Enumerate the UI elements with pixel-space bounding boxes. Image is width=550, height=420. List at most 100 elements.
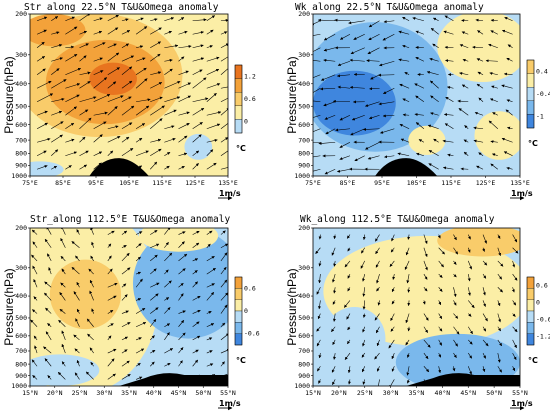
y-tick-label: 700 xyxy=(298,136,310,144)
panel-2: Wk along 22.5°N T&U&Omega anomaly Pressur… xyxy=(285,2,550,198)
x-tick-label: 115°E xyxy=(441,179,461,187)
x-tick-label: 20°N xyxy=(47,389,63,397)
y-tick-label: 300 xyxy=(15,51,27,59)
x-tick-label: 45°N xyxy=(171,389,187,397)
x-tick-label: 75°E xyxy=(22,179,38,187)
y-tick-label: 200 xyxy=(298,224,310,232)
x-tick-label: 85°E xyxy=(55,179,71,187)
y-tick-label: 500 xyxy=(298,102,310,110)
x-tick-label: 35°N xyxy=(121,389,137,397)
colorbar: 0.60-0.6 xyxy=(235,277,260,345)
x-tick-label: 45°N xyxy=(460,389,476,397)
y-axis-label: Pressure(hPa) xyxy=(285,56,299,133)
reference-vector: 1m/s xyxy=(510,189,533,198)
y-tick-label: 900 xyxy=(298,372,310,380)
temperature-shading xyxy=(313,225,530,391)
y-tick-label: 700 xyxy=(15,347,27,355)
y-tick-label: 700 xyxy=(298,347,310,355)
y-tick-label: 800 xyxy=(298,360,310,368)
colorbar: 0.4-0.4-1 xyxy=(527,60,550,128)
reference-vector-label: 1m/s xyxy=(511,399,533,408)
x-tick-label: 105°E xyxy=(119,179,139,187)
y-axis-label: Pressure(hPa) xyxy=(285,268,299,345)
colorbar-tick: 0 xyxy=(244,307,248,315)
x-tick-label: 25°N xyxy=(72,389,88,397)
temperature-shading xyxy=(303,11,529,176)
x-tick-label: 85°E xyxy=(340,179,356,187)
y-tick-label: 200 xyxy=(15,10,27,18)
x-tick-label: 35°N xyxy=(409,389,425,397)
y-tick-label: 400 xyxy=(15,80,27,88)
x-tick-label: 25°N xyxy=(357,389,373,397)
unit-label: °C xyxy=(236,144,246,153)
x-tick-label: 50°N xyxy=(195,389,211,397)
x-tick-label: 15°N xyxy=(22,389,38,397)
y-tick-label: 800 xyxy=(15,360,27,368)
y-axis-label: Pressure(hPa) xyxy=(2,268,16,345)
reference-vector: 1m/s xyxy=(218,399,241,408)
panel-title: Wk_along 112.5°E T&U&Omega anomaly xyxy=(300,214,495,225)
y-tick-label: 900 xyxy=(15,162,27,170)
y-tick-label: 300 xyxy=(298,51,310,59)
y-tick-label: 600 xyxy=(15,121,27,129)
colorbar-tick: -1.2 xyxy=(536,333,550,341)
unit-label: °C xyxy=(528,356,538,365)
reference-vector: 1m/s xyxy=(218,189,241,198)
panel-title: Wk along 22.5°N T&U&Omega anomaly xyxy=(295,2,484,13)
y-tick-label: 400 xyxy=(15,292,27,300)
x-tick-label: 125°E xyxy=(476,179,496,187)
y-tick-label: 600 xyxy=(15,332,27,340)
y-tick-label: 500 xyxy=(15,102,27,110)
unit-label: °C xyxy=(528,139,538,148)
colorbar-tick: 0.6 xyxy=(244,284,256,292)
panel-3: Str_along 112.5°E T&U&Omega anomaly Press… xyxy=(0,204,259,408)
y-tick-label: 400 xyxy=(298,292,310,300)
reference-vector-label: 1m/s xyxy=(219,399,241,408)
panel-title: Str along 22.5°N T&U&Omega anomaly xyxy=(24,2,219,13)
x-tick-label: 95°E xyxy=(374,179,390,187)
colorbar-tick: 1.2 xyxy=(244,72,256,80)
unit-label: °C xyxy=(236,356,246,365)
reference-vector-label: 1m/s xyxy=(219,189,241,198)
y-tick-label: 800 xyxy=(298,150,310,158)
y-tick-label: 200 xyxy=(298,10,310,18)
panel-title: Str_along 112.5°E T&U&Omega anomaly xyxy=(30,214,230,225)
colorbar-tick: -0.4 xyxy=(536,90,550,98)
x-tick-label: 20°N xyxy=(331,389,347,397)
x-tick-label: 135°E xyxy=(510,179,530,187)
y-tick-label: 900 xyxy=(298,162,310,170)
y-tick-label: 300 xyxy=(298,264,310,272)
reference-vector: 1m/s xyxy=(510,399,533,408)
y-tick-label: 800 xyxy=(15,150,27,158)
y-tick-label: 500 xyxy=(15,314,27,322)
colorbar-tick: 0 xyxy=(244,118,248,126)
x-tick-label: 105°E xyxy=(407,179,427,187)
x-tick-label: 75°E xyxy=(305,179,321,187)
colorbar-tick: 0.6 xyxy=(244,95,256,103)
x-tick-label: 55°N xyxy=(220,389,236,397)
x-tick-label: 95°E xyxy=(88,179,104,187)
panel-1: Str along 22.5°N T&U&Omega anomaly Pressu… xyxy=(2,2,256,198)
y-tick-label: 600 xyxy=(298,332,310,340)
x-tick-label: 115°E xyxy=(152,179,172,187)
colorbar-tick: -0.6 xyxy=(536,316,550,324)
x-tick-label: 125°E xyxy=(185,179,205,187)
y-tick-label: 300 xyxy=(15,264,27,272)
x-tick-label: 15°N xyxy=(305,389,321,397)
colorbar: 0.6 0 -0.6 -1.2 xyxy=(527,277,550,345)
colorbar-tick: 0 xyxy=(536,299,540,307)
x-tick-label: 40°N xyxy=(435,389,451,397)
panel-4: Wk_along 112.5°E T&U&Omega anomaly Pressu… xyxy=(285,214,550,408)
x-tick-label: 30°N xyxy=(96,389,112,397)
colorbar-tick: 0.4 xyxy=(536,67,548,75)
y-tick-label: 500 xyxy=(298,314,310,322)
reference-vector-label: 1m/s xyxy=(511,189,533,198)
colorbar: 1.2 0.6 0 xyxy=(235,65,256,133)
colorbar-tick: 0.6 xyxy=(536,282,548,290)
y-tick-label: 200 xyxy=(15,224,27,232)
x-tick-label: 40°N xyxy=(146,389,162,397)
y-axis-label: Pressure(hPa) xyxy=(2,56,16,133)
x-tick-label: 135°E xyxy=(218,179,238,187)
x-tick-label: 55°N xyxy=(512,389,528,397)
